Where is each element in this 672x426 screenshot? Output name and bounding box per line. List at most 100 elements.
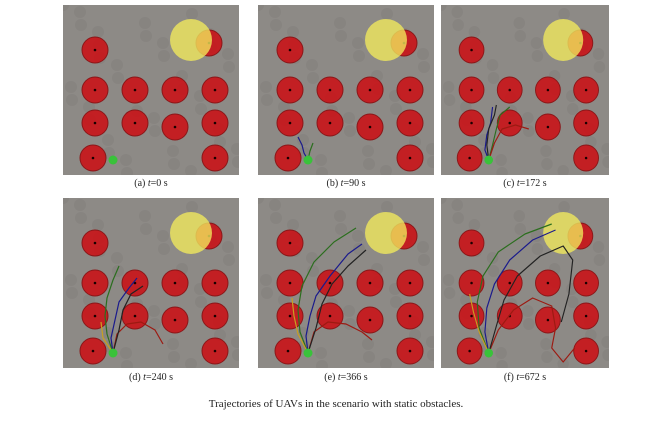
terrain-patch	[418, 61, 430, 73]
terrain-patch	[65, 81, 77, 93]
terrain-patch	[523, 318, 535, 330]
simulation-image-d	[63, 198, 239, 368]
terrain-patch	[426, 336, 434, 348]
sub-caption-d: (d) t=240 s	[129, 372, 173, 383]
terrain-patch	[380, 358, 392, 368]
terrain-patch	[148, 305, 160, 317]
target-area	[543, 19, 584, 61]
terrain-patch	[111, 252, 123, 264]
terrain-patch	[307, 72, 319, 84]
terrain-patch	[222, 241, 234, 253]
uav-trajectory-1	[110, 277, 138, 354]
panel-d: (d) t=240 s	[63, 198, 239, 390]
simulation-image-c	[441, 5, 609, 175]
obstacle-center	[408, 156, 412, 160]
terrain-patch	[514, 30, 526, 42]
terrain-patch	[558, 201, 570, 213]
terrain-patch	[363, 158, 375, 170]
scene-e	[258, 198, 434, 368]
uav-trajectory-2	[297, 227, 357, 354]
obstacle-center	[408, 281, 412, 285]
terrain-patch	[102, 134, 114, 146]
obstacle-center	[91, 349, 95, 353]
terrain-patch	[352, 230, 364, 242]
terrain-patch	[513, 210, 525, 222]
terrain-patch	[75, 212, 87, 224]
obstacle-center	[368, 318, 372, 322]
terrain-patch	[306, 252, 318, 264]
terrain-patch	[380, 165, 392, 175]
terrain-patch	[158, 50, 170, 62]
obstacle-center	[133, 281, 137, 285]
obstacle-center	[470, 88, 473, 92]
uav-trajectory-3	[112, 321, 164, 354]
obstacle-center	[368, 281, 372, 285]
terrain-patch	[315, 154, 327, 166]
terrain-patch	[195, 103, 207, 115]
terrain-patch	[343, 305, 355, 317]
obstacle-center	[584, 88, 588, 92]
terrain-patch	[167, 338, 179, 350]
uav-trajectory-5	[488, 245, 574, 354]
terrain-patch	[223, 254, 235, 266]
uav-trajectory-4	[486, 104, 497, 161]
simulation-image-f	[441, 198, 609, 368]
terrain-patch	[567, 296, 579, 308]
terrain-patch	[66, 94, 78, 106]
terrain-patch	[451, 6, 463, 18]
obstacle-center	[546, 318, 550, 322]
obstacle-center	[213, 314, 217, 318]
scene-c	[441, 5, 609, 175]
obstacle-center	[173, 88, 177, 92]
terrain-patch	[513, 17, 525, 29]
figure-caption: Trajectories of UAVs in the scenario wit…	[208, 398, 464, 410]
obstacle-center	[288, 88, 292, 92]
terrain-patch	[353, 243, 365, 255]
obstacle-center	[508, 88, 511, 92]
terrain-patch	[232, 349, 239, 361]
terrain-patch	[443, 287, 456, 299]
terrain-patch	[540, 338, 552, 350]
terrain-patch	[316, 167, 328, 175]
scene-b	[258, 5, 434, 175]
terrain-patch	[231, 143, 239, 155]
terrain-patch	[593, 254, 606, 266]
terrain-patch	[468, 219, 481, 231]
terrain-patch	[270, 19, 282, 31]
target-area	[543, 212, 584, 254]
obstacle-center	[328, 121, 332, 125]
obstacle-center	[213, 156, 217, 160]
terrain-patch	[269, 199, 281, 211]
terrain-patch	[306, 59, 318, 71]
terrain-patch	[334, 17, 346, 29]
uav-trajectory-2	[104, 265, 120, 354]
obstacle-center	[368, 125, 372, 129]
obstacle-center	[173, 318, 177, 322]
sub-caption-a: (a) t=0 s	[134, 178, 168, 189]
obstacle-center	[584, 314, 588, 318]
terrain-patch	[260, 274, 272, 286]
obstacle-center	[408, 349, 412, 353]
obstacle-center	[133, 121, 137, 125]
sub-caption-c: (c) t=172 s	[503, 178, 547, 189]
terrain-patch	[287, 219, 299, 231]
obstacle-center	[286, 156, 290, 160]
terrain-patch	[307, 265, 319, 277]
obstacle-center	[288, 281, 292, 285]
terrain-patch	[75, 19, 87, 31]
terrain-patch	[335, 223, 347, 235]
obstacle-center	[213, 121, 217, 125]
terrain-patch	[442, 81, 455, 93]
obstacle-center	[468, 349, 471, 353]
terrain-patch	[514, 223, 526, 235]
terrain-patch	[417, 241, 429, 253]
terrain-patch	[140, 223, 152, 235]
obstacle-center	[470, 48, 473, 52]
terrain-patch	[418, 254, 430, 266]
terrain-patch	[269, 6, 281, 18]
panel-f: (f) t=672 s	[441, 198, 609, 390]
panel-c: (c) t=172 s	[441, 5, 609, 195]
obstacle-center	[288, 121, 292, 125]
terrain-patch	[487, 72, 500, 84]
obstacle-center	[468, 156, 471, 160]
